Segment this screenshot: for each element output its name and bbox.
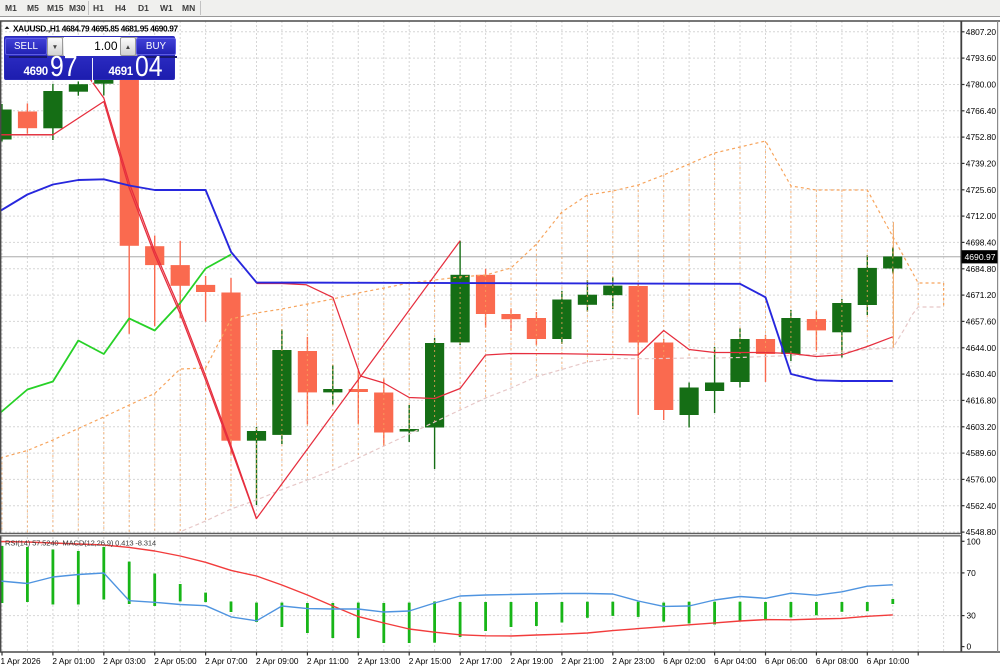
svg-text:2 Apr 13:00: 2 Apr 13:00 — [358, 656, 401, 666]
svg-text:4603.20: 4603.20 — [966, 422, 997, 432]
svg-text:1 Apr 2026: 1 Apr 2026 — [1, 656, 42, 666]
svg-text:2 Apr 17:00: 2 Apr 17:00 — [460, 656, 503, 666]
svg-text:4644.00: 4644.00 — [966, 343, 997, 353]
svg-text:4684.80: 4684.80 — [966, 264, 997, 274]
svg-text:2 Apr 09:00: 2 Apr 09:00 — [256, 656, 299, 666]
svg-text:6 Apr 04:00: 6 Apr 04:00 — [714, 656, 757, 666]
svg-text:4752.80: 4752.80 — [966, 132, 997, 142]
svg-text:2 Apr 21:00: 2 Apr 21:00 — [561, 656, 604, 666]
svg-text:100: 100 — [967, 536, 981, 546]
svg-text:4657.60: 4657.60 — [966, 317, 997, 327]
svg-text:2 Apr 01:00: 2 Apr 01:00 — [52, 656, 95, 666]
svg-text:6 Apr 02:00: 6 Apr 02:00 — [663, 656, 706, 666]
svg-text:30: 30 — [967, 611, 977, 621]
svg-text:4712.00: 4712.00 — [966, 211, 997, 221]
svg-text:4739.20: 4739.20 — [966, 159, 997, 169]
svg-text:6 Apr 08:00: 6 Apr 08:00 — [816, 656, 859, 666]
svg-text:2 Apr 23:00: 2 Apr 23:00 — [612, 656, 655, 666]
svg-text:4671.20: 4671.20 — [966, 290, 997, 300]
svg-text:0: 0 — [967, 642, 972, 652]
svg-text:4616.80: 4616.80 — [966, 396, 997, 406]
svg-text:6 Apr 10:00: 6 Apr 10:00 — [867, 656, 910, 666]
svg-text:RSI(14) 57.5240 MACD(12,26,9): RSI(14) 57.5240 MACD(12,26,9) 0.413 -8.3… — [5, 539, 156, 548]
svg-text:4725.60: 4725.60 — [966, 185, 997, 195]
svg-text:4698.40: 4698.40 — [966, 238, 997, 248]
svg-text:4548.80: 4548.80 — [966, 527, 997, 537]
svg-text:6 Apr 06:00: 6 Apr 06:00 — [765, 656, 808, 666]
svg-text:XAUUSD.,H1 4684.79 4695.85 46: XAUUSD.,H1 4684.79 4695.85 4681.95 4690.… — [13, 24, 178, 34]
svg-text:4793.60: 4793.60 — [966, 53, 997, 63]
svg-text:2 Apr 15:00: 2 Apr 15:00 — [409, 656, 452, 666]
svg-text:2 Apr 05:00: 2 Apr 05:00 — [154, 656, 197, 666]
svg-text:2 Apr 07:00: 2 Apr 07:00 — [205, 656, 248, 666]
svg-text:4780.00: 4780.00 — [966, 80, 997, 90]
svg-text:2 Apr 11:00: 2 Apr 11:00 — [307, 656, 349, 666]
svg-text:2 Apr 03:00: 2 Apr 03:00 — [103, 656, 146, 666]
svg-text:4589.60: 4589.60 — [966, 448, 997, 458]
svg-text:2 Apr 19:00: 2 Apr 19:00 — [511, 656, 554, 666]
svg-text:4630.40: 4630.40 — [966, 369, 997, 379]
svg-text:4766.40: 4766.40 — [966, 106, 997, 116]
svg-text:70: 70 — [967, 568, 977, 578]
svg-text:4807.20: 4807.20 — [966, 27, 997, 37]
svg-text:4576.00: 4576.00 — [966, 475, 997, 485]
svg-text:4562.40: 4562.40 — [966, 501, 997, 511]
svg-text:4690.97: 4690.97 — [965, 252, 996, 262]
